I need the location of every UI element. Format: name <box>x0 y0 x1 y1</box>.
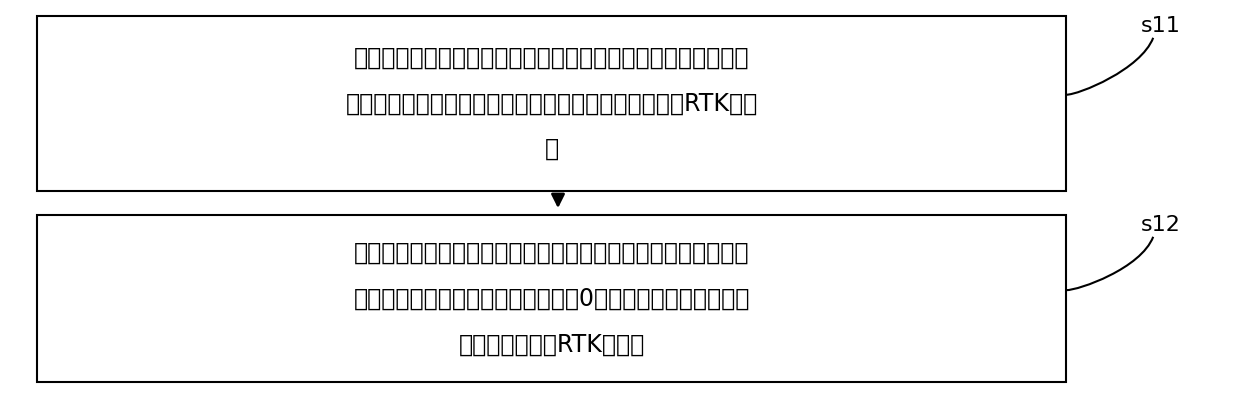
Text: 依据星历参考时刻判断卫星下一次进行数据播发的时间，并依据: 依据星历参考时刻判断卫星下一次进行数据播发的时间，并依据 <box>355 241 749 265</box>
Text: s12: s12 <box>1141 215 1180 235</box>
Text: 历数据并传输至RTK测算站: 历数据并传输至RTK测算站 <box>459 332 645 356</box>
Text: 所判断的时间进行倒计时，倒计时为0时触发接收卫星播发的星: 所判断的时间进行倒计时，倒计时为0时触发接收卫星播发的星 <box>353 287 750 310</box>
Text: 从中读取星历参考时刻，并将所述星历数据传输至所述RTK测算: 从中读取星历参考时刻，并将所述星历数据传输至所述RTK测算 <box>346 92 758 115</box>
Text: 每隔预设传输周期接收卫星播发的预设时间长度的星历数据后，: 每隔预设传输周期接收卫星播发的预设时间长度的星历数据后， <box>355 46 749 70</box>
FancyBboxPatch shape <box>37 16 1066 191</box>
Text: s11: s11 <box>1141 16 1180 36</box>
FancyBboxPatch shape <box>37 215 1066 382</box>
Text: 站: 站 <box>544 137 559 161</box>
